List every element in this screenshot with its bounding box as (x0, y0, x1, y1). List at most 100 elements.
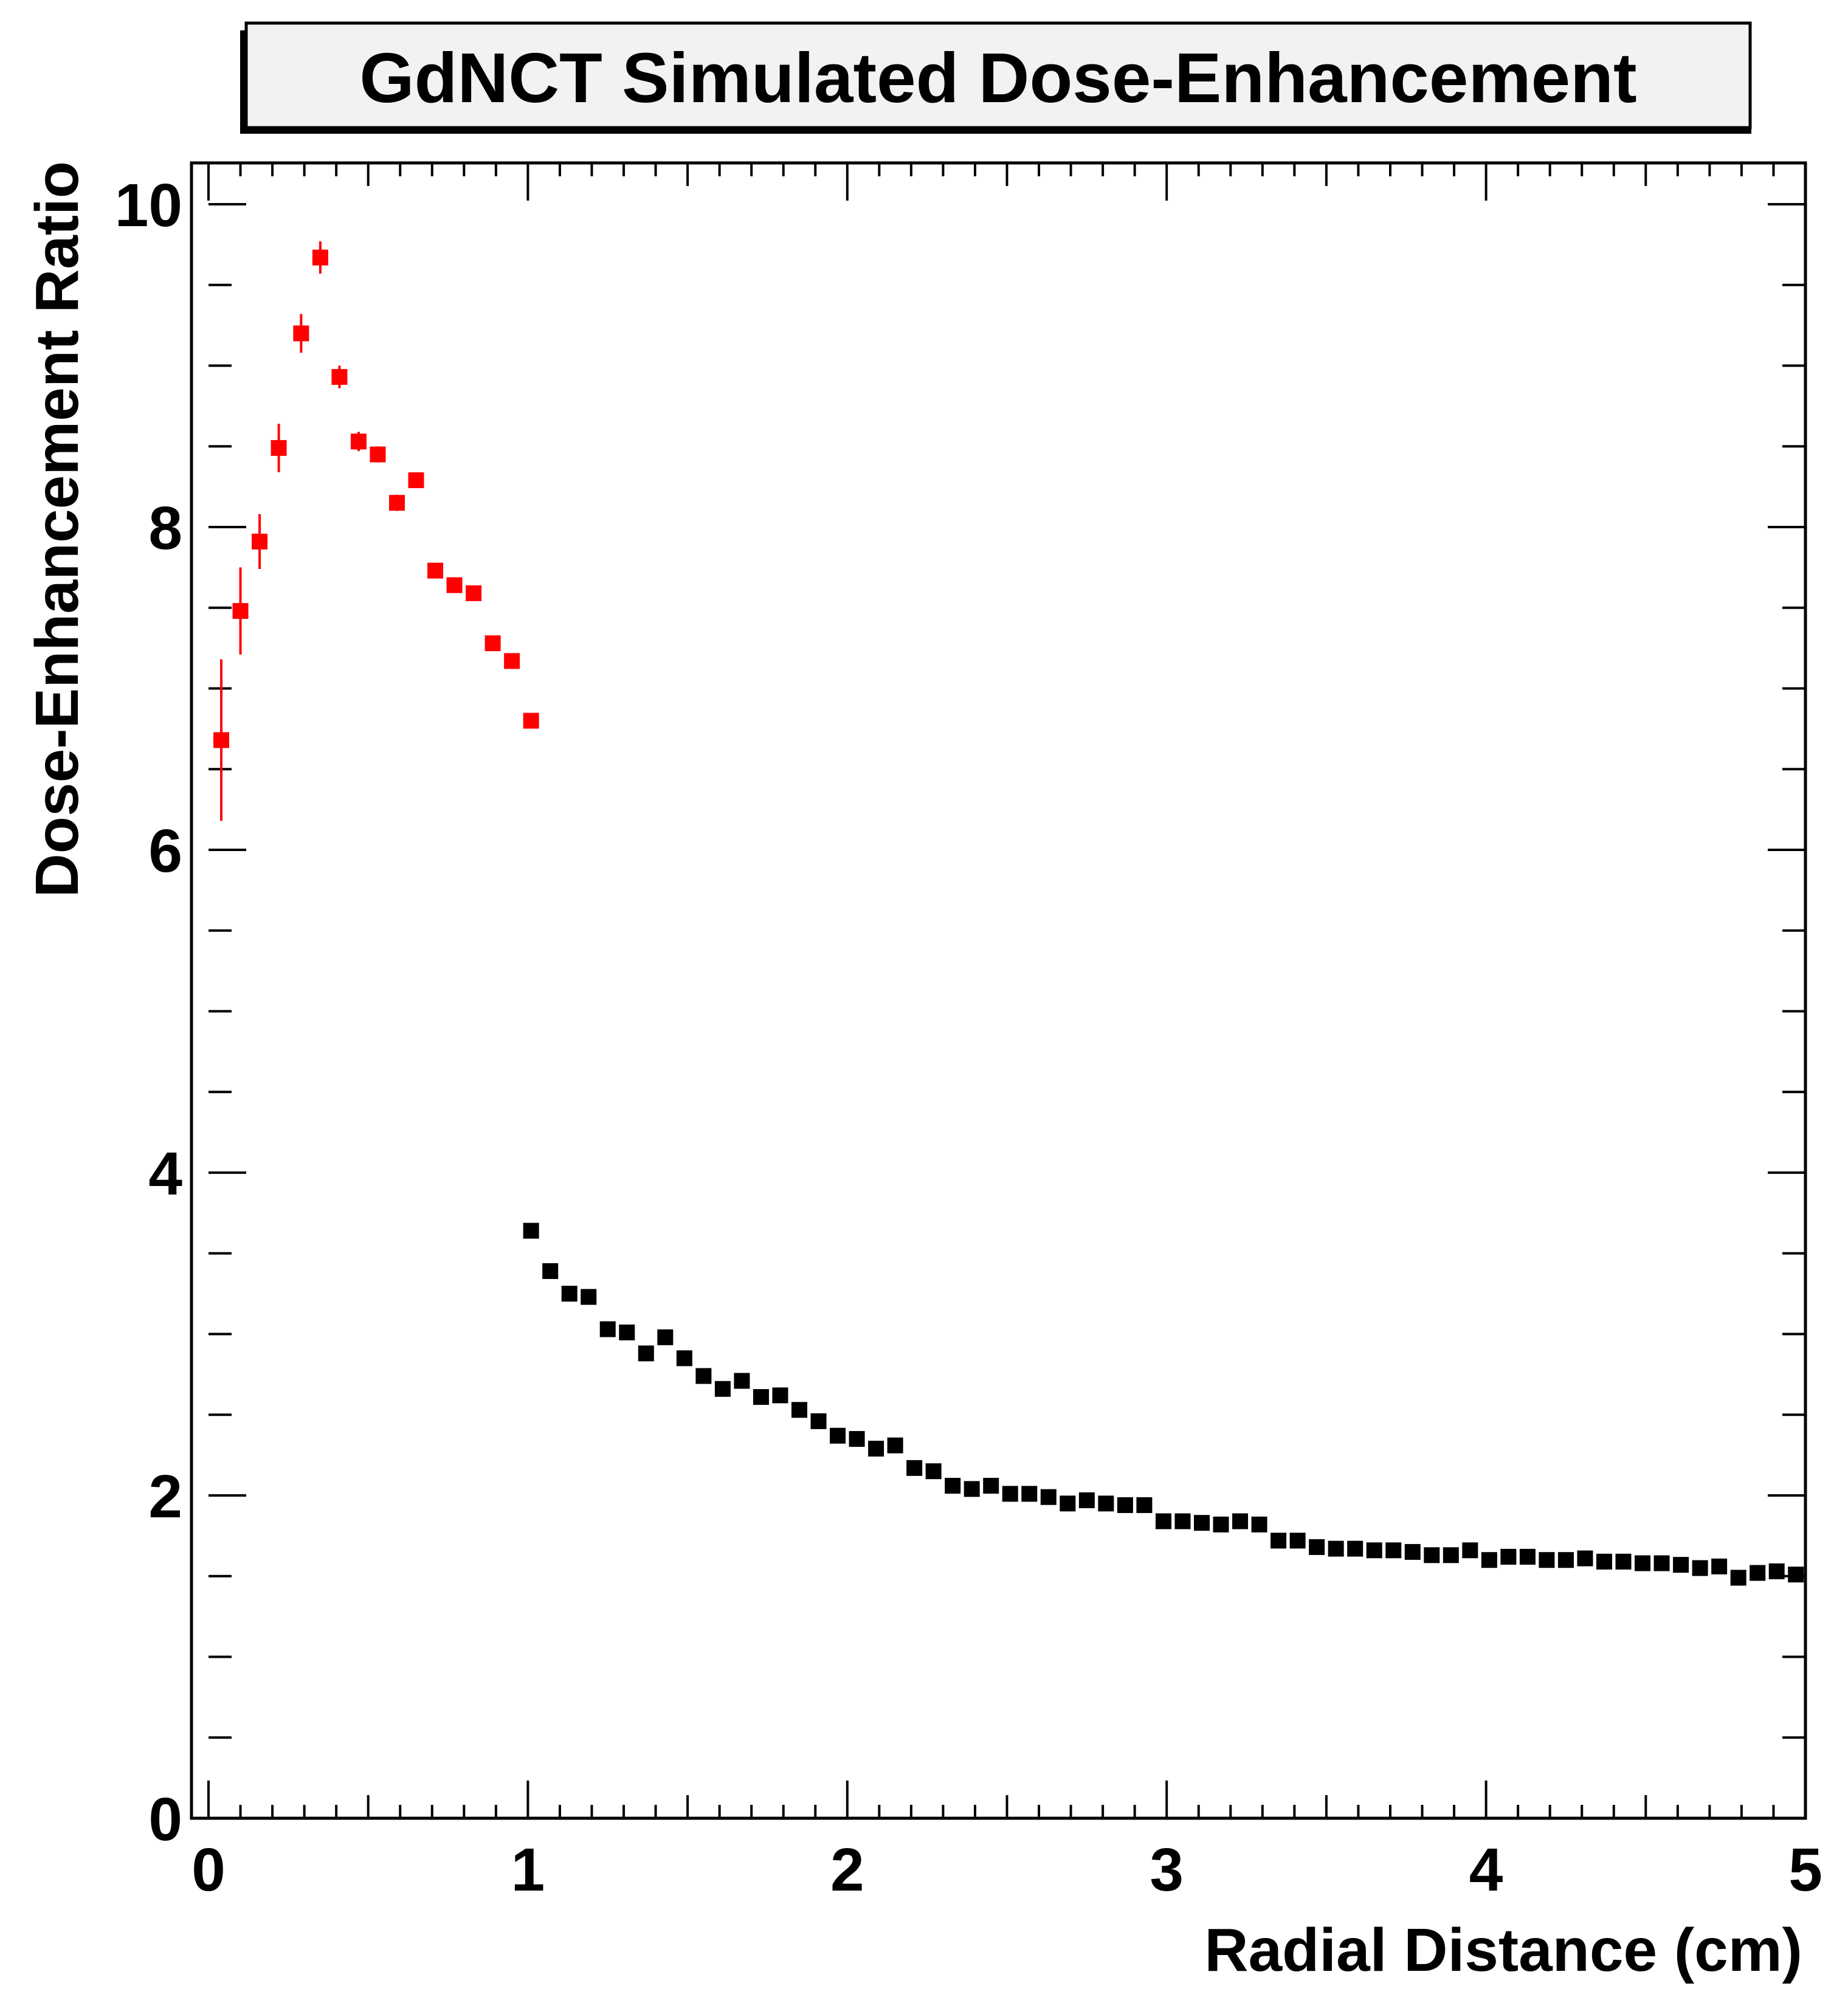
x-axis-title: Radial Distance (cm) (1204, 1916, 1802, 1984)
data-point (734, 1373, 750, 1389)
data-point (1213, 1516, 1229, 1533)
data-point (599, 1321, 616, 1337)
data-point (271, 440, 287, 456)
data-point (1596, 1553, 1612, 1570)
x-tick-label: 4 (1469, 1836, 1503, 1904)
data-point (676, 1350, 692, 1367)
data-point (1443, 1547, 1459, 1564)
data-point (293, 325, 309, 342)
series-2 (523, 1222, 1804, 1586)
data-point (964, 1481, 980, 1497)
data-point (350, 433, 367, 450)
data-point (388, 495, 405, 511)
data-point (1117, 1497, 1133, 1513)
data-point (791, 1402, 807, 1418)
data-point (906, 1460, 923, 1476)
y-tick-label: 6 (148, 817, 182, 885)
plot-frame (190, 161, 1807, 1820)
data-point (887, 1437, 903, 1453)
data-point (1060, 1495, 1076, 1512)
data-point (408, 472, 424, 489)
data-point (232, 603, 249, 619)
data-point (370, 446, 386, 463)
data-point (1174, 1513, 1191, 1529)
data-point (523, 1222, 539, 1239)
data-point (1270, 1533, 1287, 1549)
data-point (1768, 1563, 1785, 1579)
data-point (657, 1329, 674, 1345)
x-tick-label: 3 (1150, 1836, 1184, 1904)
data-point (446, 577, 463, 593)
data-point (1750, 1565, 1766, 1581)
y-tick-label: 8 (148, 494, 182, 562)
data-point (561, 1286, 578, 1302)
data-point (331, 369, 348, 385)
data-point (213, 732, 230, 748)
data-point (466, 585, 482, 601)
data-point (1098, 1495, 1114, 1512)
data-point (714, 1381, 731, 1397)
data-point (1615, 1553, 1632, 1570)
axis-ticks (207, 163, 1807, 1819)
data-point (849, 1431, 865, 1447)
data-point (1404, 1543, 1421, 1560)
data-point (1155, 1513, 1171, 1529)
y-axis-title: Dose-Enhancement Ratio (23, 161, 91, 897)
y-tick-label: 4 (148, 1140, 182, 1208)
data-point (1232, 1513, 1249, 1529)
data-point (1021, 1486, 1038, 1502)
data-point (1347, 1540, 1364, 1557)
data-point (1289, 1533, 1306, 1549)
data-point (1500, 1548, 1517, 1565)
data-point (1462, 1542, 1478, 1559)
x-tick-label: 2 (830, 1836, 864, 1904)
data-point (1328, 1540, 1344, 1557)
data-point (1309, 1539, 1325, 1555)
data-point (1692, 1560, 1708, 1576)
data-point (695, 1368, 712, 1384)
data-point (983, 1478, 999, 1494)
data-point (1557, 1552, 1574, 1568)
data-point (1251, 1516, 1267, 1533)
data-point (1577, 1550, 1593, 1567)
data-point (830, 1427, 846, 1444)
data-point (772, 1387, 788, 1404)
data-point (1673, 1557, 1689, 1573)
data-point (1078, 1492, 1095, 1508)
data-point (1519, 1548, 1536, 1565)
data-point (1653, 1555, 1670, 1571)
data-point (1193, 1515, 1210, 1531)
y-tick-label: 0 (148, 1785, 182, 1853)
y-tick-label: 10 (115, 171, 182, 240)
series-1 (213, 241, 539, 821)
data-point (1002, 1486, 1018, 1502)
data-point (945, 1478, 961, 1494)
data-point (1730, 1570, 1746, 1586)
data-point (504, 653, 520, 669)
data-point (542, 1263, 559, 1279)
data-point (925, 1463, 942, 1480)
data-point (868, 1441, 884, 1457)
data-point (1040, 1489, 1057, 1505)
data-point (638, 1345, 654, 1362)
data-point (1539, 1552, 1555, 1568)
data-point (1635, 1555, 1651, 1571)
data-point (484, 635, 501, 652)
data-point (1424, 1547, 1440, 1564)
data-point (1711, 1558, 1728, 1574)
x-tick-label: 1 (511, 1836, 545, 1904)
data-marks (213, 241, 1804, 1586)
x-tick-label: 5 (1788, 1836, 1822, 1904)
axis-tick-labels: 0 1 2 3 4 5 0 2 4 6 8 10 (115, 171, 1822, 1904)
title-box (244, 21, 1752, 129)
y-tick-label: 2 (148, 1463, 182, 1531)
data-point (1385, 1542, 1402, 1559)
x-tick-label: 0 (191, 1836, 226, 1904)
data-point (581, 1289, 597, 1305)
data-point (1366, 1542, 1382, 1559)
data-point (523, 712, 539, 729)
data-point (810, 1413, 827, 1429)
chart-title: GdNCT Simulated Dose-Enhancement (359, 38, 1636, 117)
data-point (427, 562, 444, 579)
